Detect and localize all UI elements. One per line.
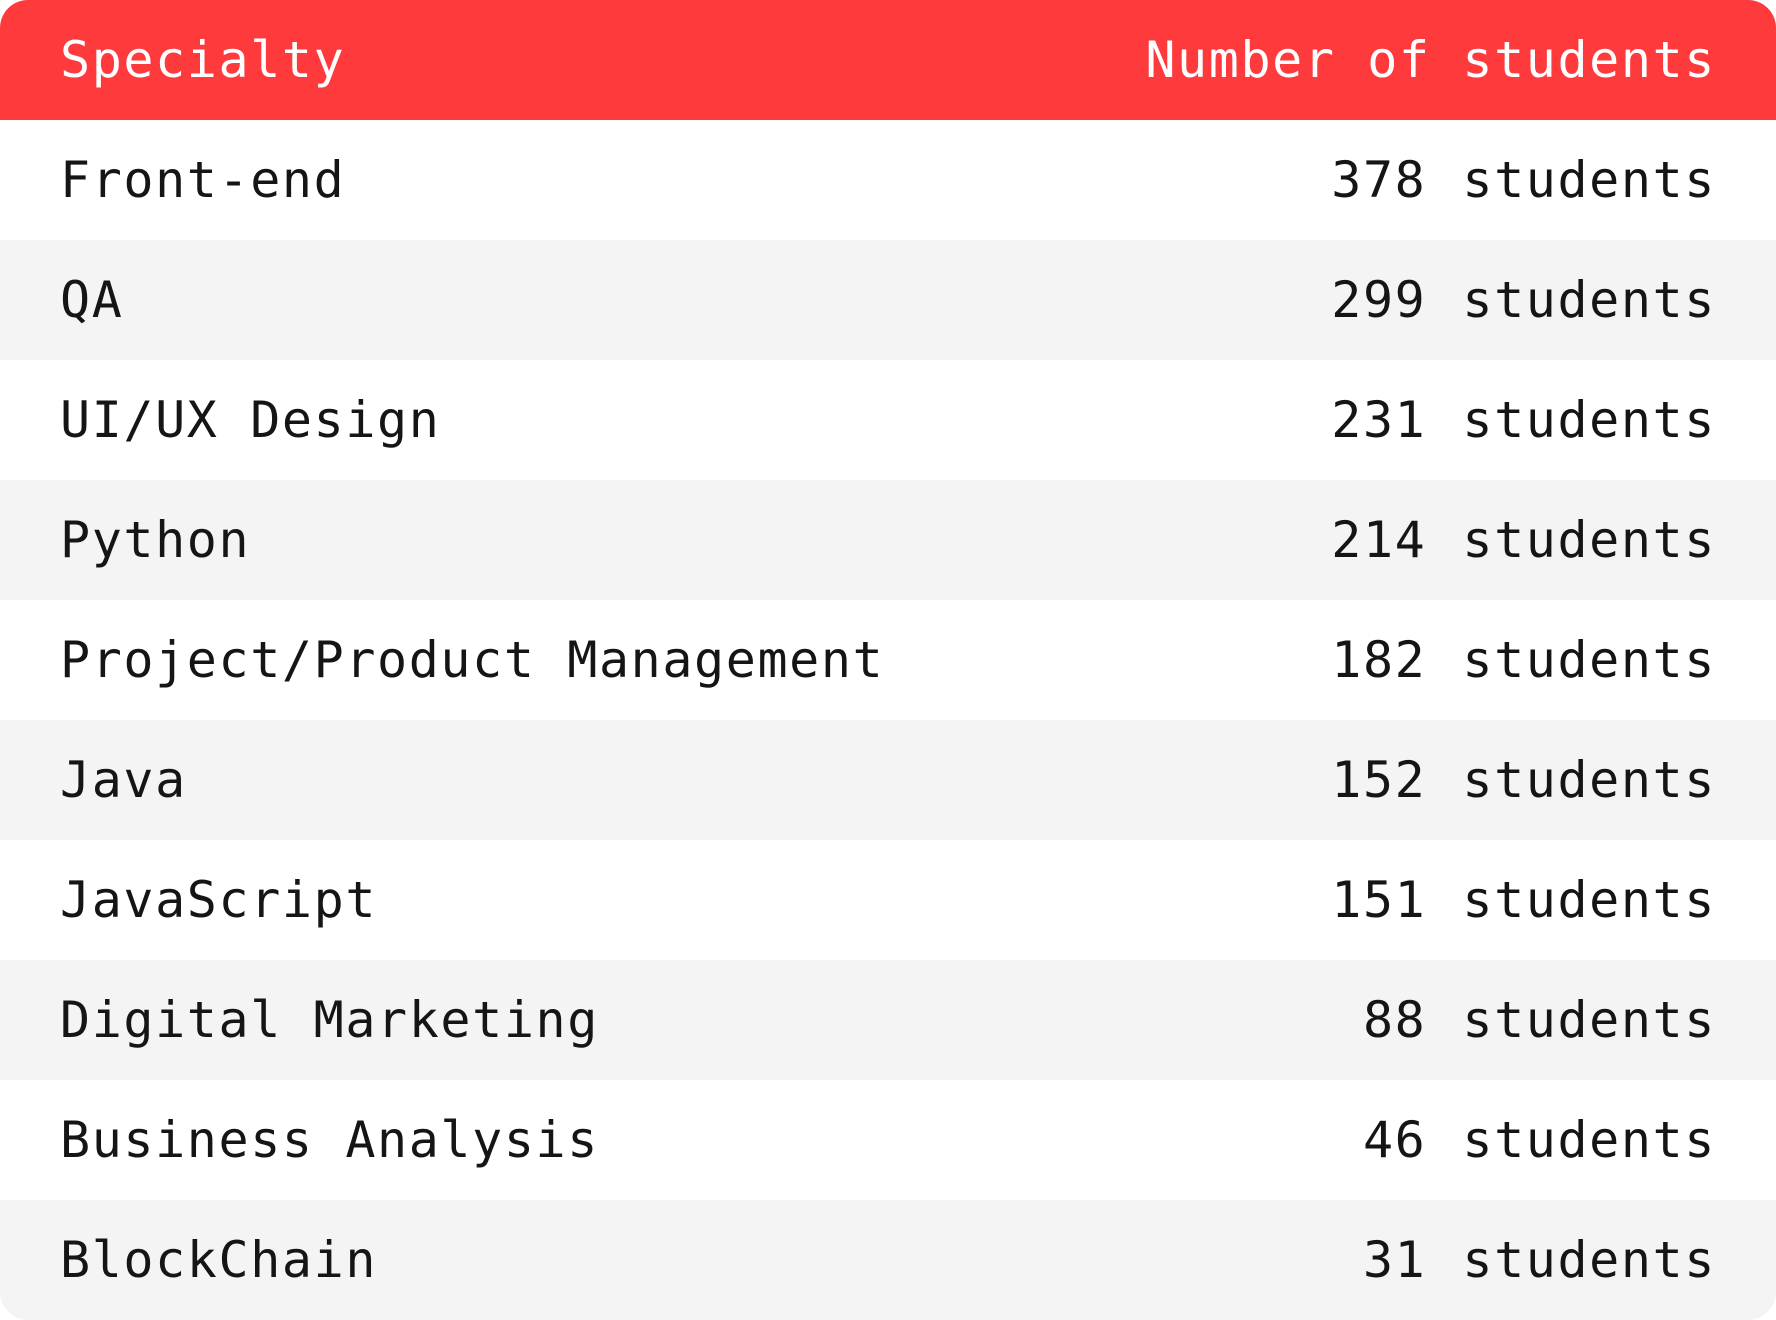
count-value: 182: [1331, 631, 1427, 689]
specialty-cell: BlockChain: [60, 1231, 378, 1289]
count-unit: students: [1462, 511, 1716, 569]
header-specialty: Specialty: [60, 31, 346, 89]
specialty-cell: JavaScript: [60, 871, 378, 929]
specialty-cell: Business Analysis: [60, 1111, 599, 1169]
table-row: JavaScript 151 students: [0, 840, 1776, 960]
table-header-row: Specialty Number of students: [0, 0, 1776, 120]
count-unit: students: [1462, 151, 1716, 209]
count-cell: 299 students: [1330, 271, 1716, 329]
table-row: Java 152 students: [0, 720, 1776, 840]
count-value: 231: [1331, 391, 1427, 449]
specialty-cell: Java: [60, 751, 187, 809]
table-row: Front-end 378 students: [0, 120, 1776, 240]
table-row: Digital Marketing 88 students: [0, 960, 1776, 1080]
count-cell: 88 students: [1330, 991, 1716, 1049]
header-number-of-students: Number of students: [1145, 31, 1716, 89]
specialty-cell: QA: [60, 271, 124, 329]
count-value: 151: [1331, 871, 1427, 929]
count-value: 214: [1331, 511, 1427, 569]
count-unit: students: [1462, 871, 1716, 929]
count-unit: students: [1462, 631, 1716, 689]
count-value: 378: [1331, 151, 1427, 209]
count-cell: 46 students: [1330, 1111, 1716, 1169]
table-row: Project/Product Management 182 students: [0, 600, 1776, 720]
table-row: BlockChain 31 students: [0, 1200, 1776, 1320]
count-cell: 231 students: [1330, 391, 1716, 449]
count-unit: students: [1462, 991, 1716, 1049]
table-row: UI/UX Design 231 students: [0, 360, 1776, 480]
table-row: QA 299 students: [0, 240, 1776, 360]
table-row: Business Analysis 46 students: [0, 1080, 1776, 1200]
specialty-cell: Project/Product Management: [60, 631, 885, 689]
count-value: 88: [1362, 991, 1427, 1049]
count-unit: students: [1462, 751, 1716, 809]
count-value: 31: [1362, 1231, 1427, 1289]
specialty-cell: UI/UX Design: [60, 391, 441, 449]
count-value: 152: [1331, 751, 1427, 809]
count-cell: 214 students: [1330, 511, 1716, 569]
count-unit: students: [1462, 1111, 1716, 1169]
count-cell: 378 students: [1330, 151, 1716, 209]
count-value: 299: [1331, 271, 1427, 329]
specialty-cell: Digital Marketing: [60, 991, 599, 1049]
count-cell: 182 students: [1330, 631, 1716, 689]
count-value: 46: [1362, 1111, 1427, 1169]
table-row: Python 214 students: [0, 480, 1776, 600]
count-unit: students: [1462, 391, 1716, 449]
count-cell: 151 students: [1330, 871, 1716, 929]
specialty-cell: Front-end: [60, 151, 346, 209]
count-cell: 152 students: [1330, 751, 1716, 809]
count-unit: students: [1462, 1231, 1716, 1289]
specialty-cell: Python: [60, 511, 251, 569]
count-unit: students: [1462, 271, 1716, 329]
count-cell: 31 students: [1330, 1231, 1716, 1289]
